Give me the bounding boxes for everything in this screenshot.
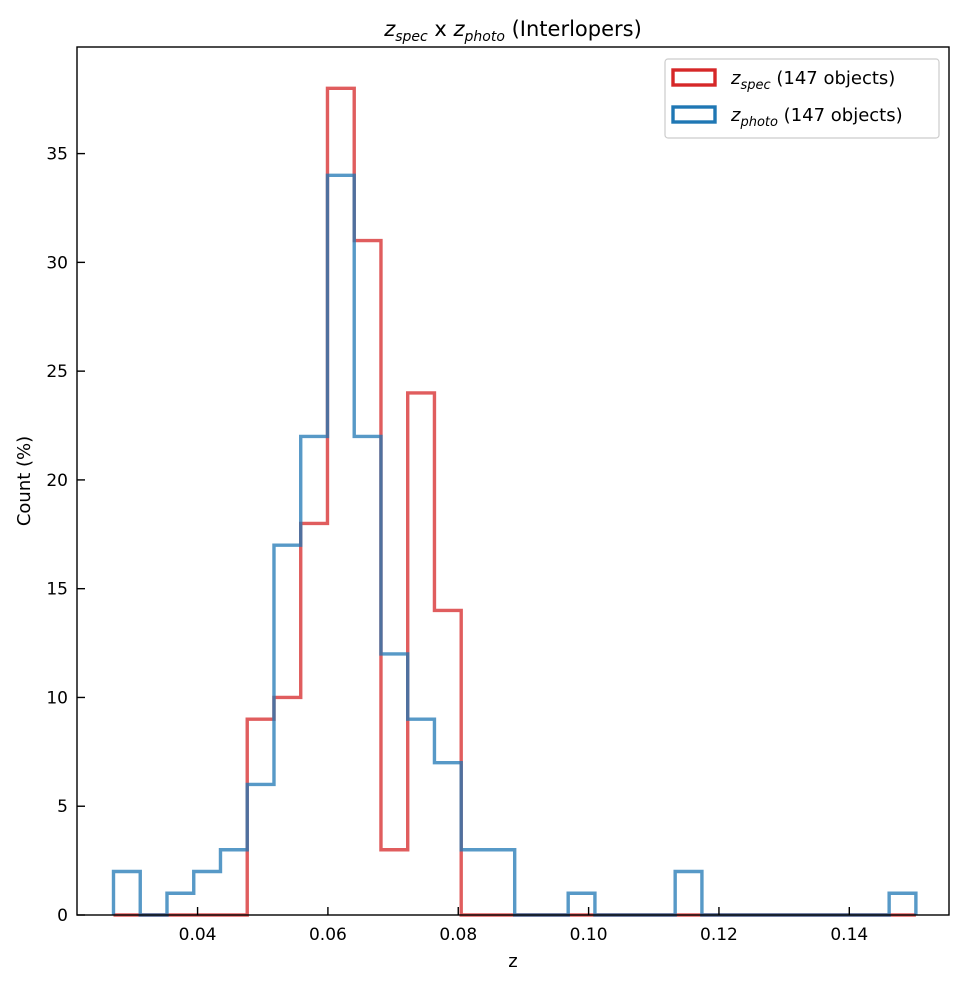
chart-title: zspec x zphoto (Interlopers) [383,17,642,45]
y-tick-label: 10 [46,688,68,708]
y-tick-label: 35 [46,145,68,165]
legend-label-photo: zphoto (147 objects) [730,105,903,130]
tick-layer: 0.04 0.06 0.08 0.10 0.12 0.14 0 5 10 15 20 25 30 35 [46,145,868,945]
legend-label-spec: zspec (147 objects) [730,68,895,93]
x-tick-label: 0.12 [700,925,738,945]
x-tick-label: 0.10 [570,925,608,945]
y-axis-label: Count (%) [14,436,35,526]
y-tick-label: 20 [46,471,68,491]
x-tick-label: 0.14 [830,925,868,945]
plot-frame [76,46,950,916]
x-tick-label: 0.08 [439,925,477,945]
legend-swatch-photo [671,105,717,124]
y-tick-label: 0 [57,906,68,926]
x-tick-label: 0.04 [179,925,217,945]
series-layer [111,86,918,917]
legend-swatch-spec [671,68,717,87]
y-tick-label: 15 [46,580,68,600]
y-tick-label: 25 [46,362,68,382]
series-z-spec-step [113,86,916,917]
legend: zspec (147 objects) zphoto (147 objects) [664,58,940,139]
x-tick-label: 0.06 [309,925,347,945]
y-tick-label: 5 [57,797,68,817]
series-z-photo-step [111,173,918,917]
x-axis-label: z [508,951,517,972]
legend-box [664,58,940,139]
y-tick-label: 30 [46,253,68,273]
